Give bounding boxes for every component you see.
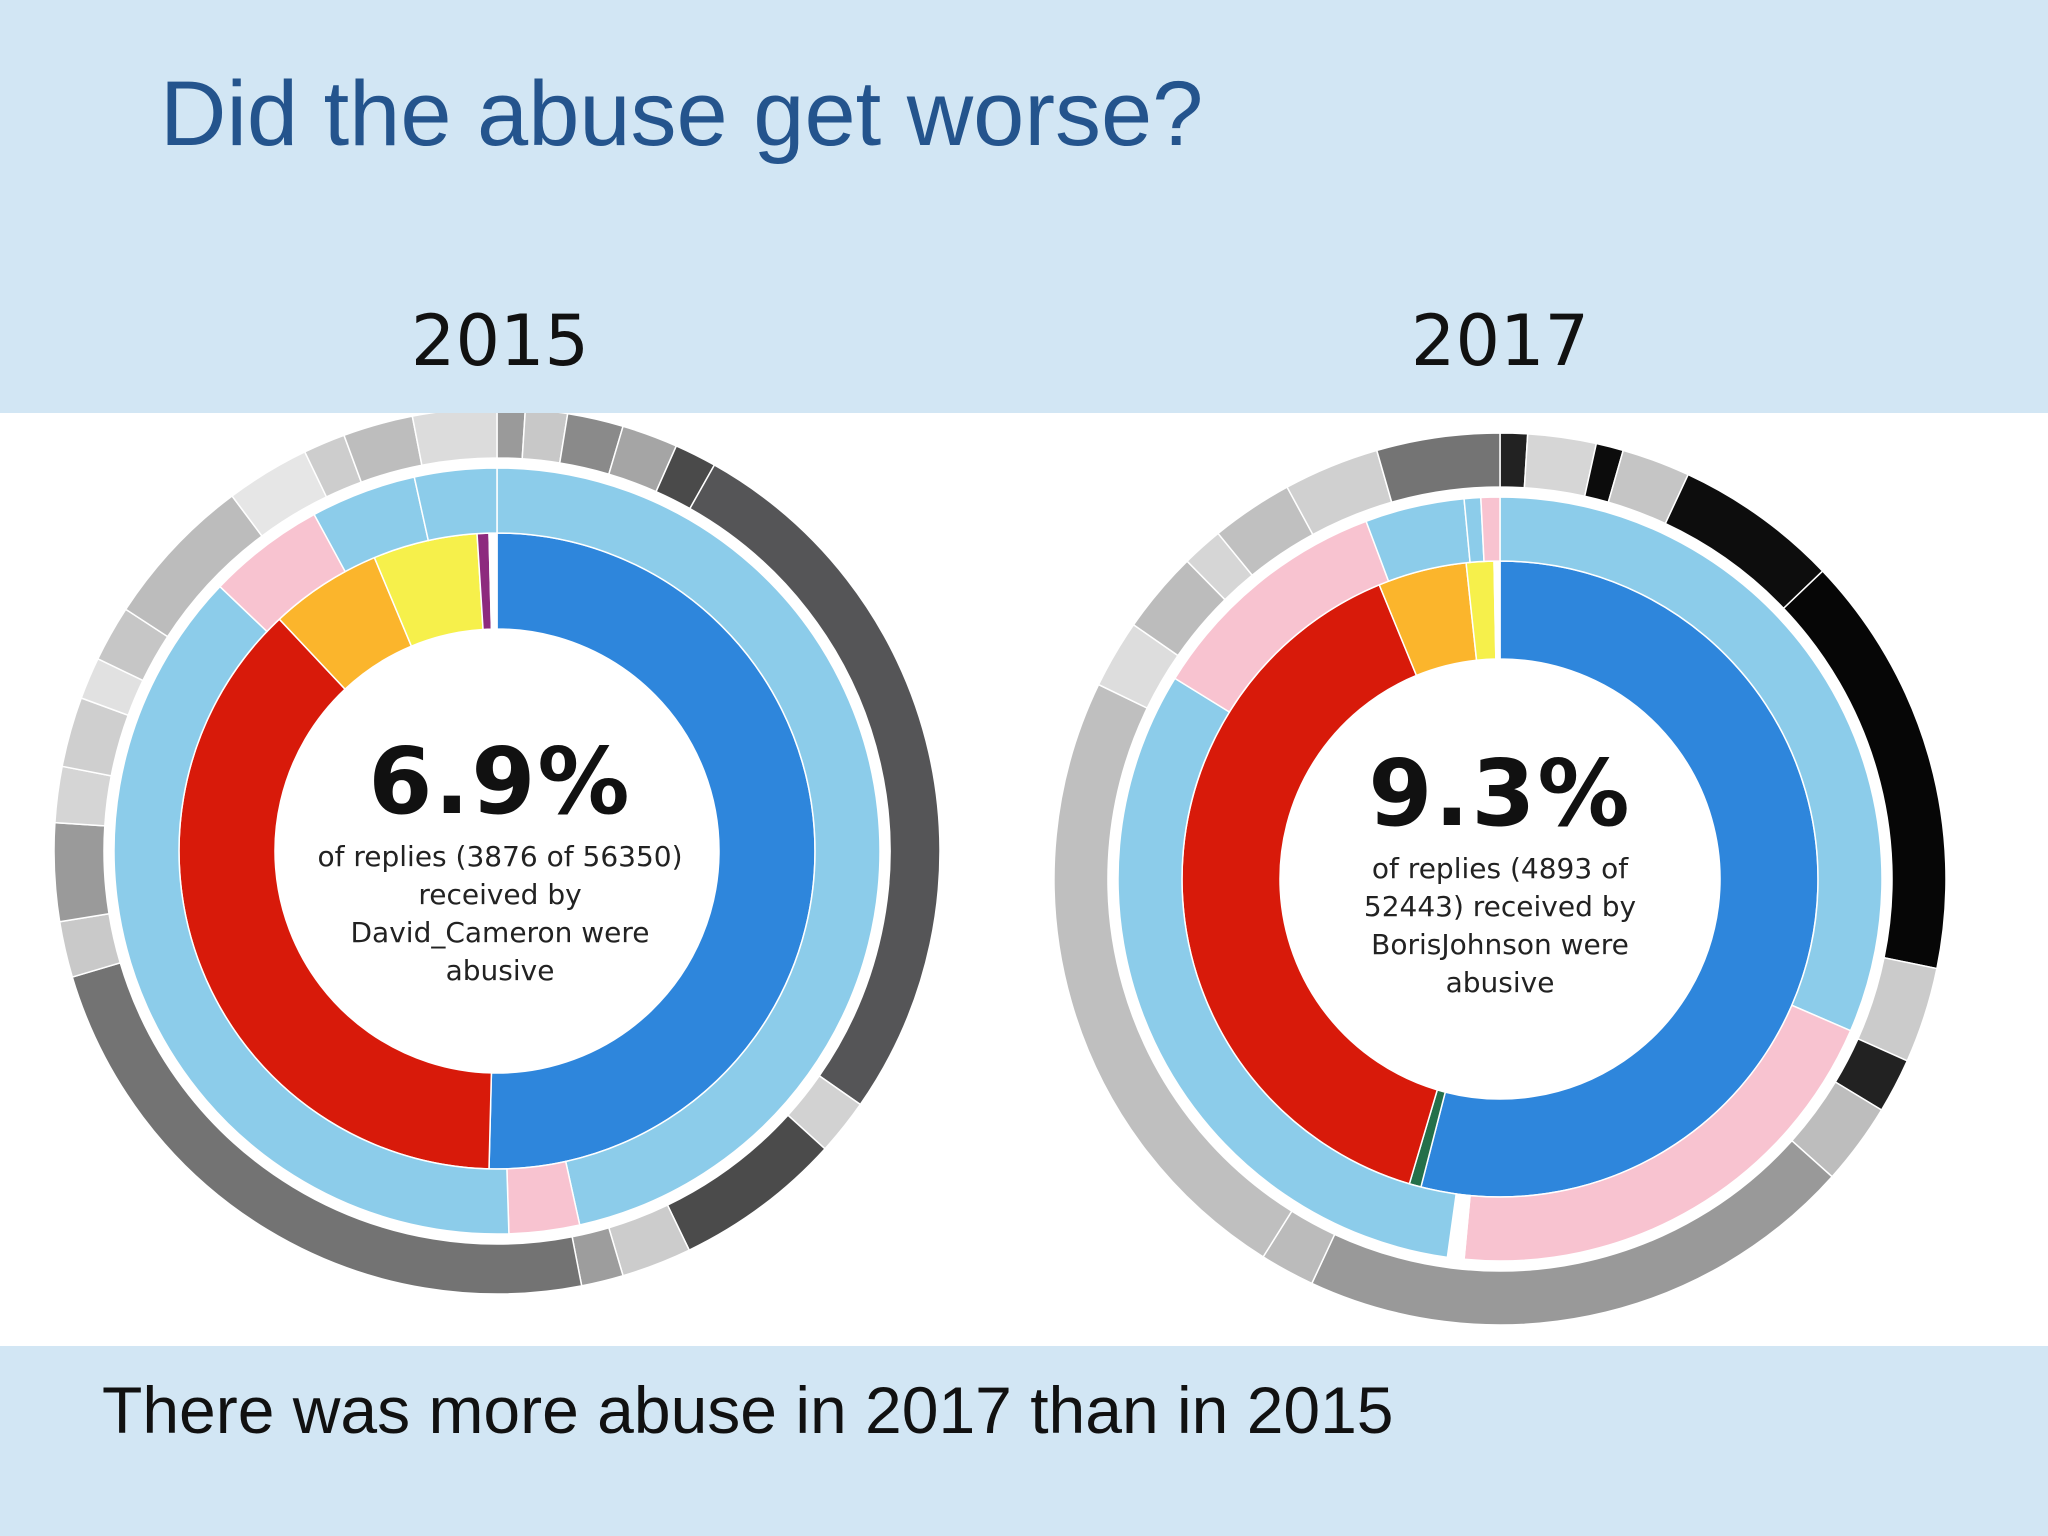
middle-ring-segment-2 <box>113 585 510 1235</box>
page-title: Did the abuse get worse? <box>160 63 1204 165</box>
outer-ring-segment-1 <box>1523 433 1598 498</box>
outer-ring-segment-21 <box>411 413 498 467</box>
center-label-2015: 6.9% of replies (3876 of 56350) received… <box>310 731 690 990</box>
chart-title-2017: 2017 <box>1410 300 1590 382</box>
sunburst-chart-2015 <box>53 413 941 1295</box>
middle-ring-segment-3 <box>1117 677 1458 1259</box>
outer-ring-segment-13 <box>54 765 113 827</box>
outer-ring-segment-0 <box>496 413 526 460</box>
abuse-description: of replies (3876 of 56350) received by D… <box>317 840 683 988</box>
middle-ring-segment-1 <box>506 1160 581 1235</box>
middle-ring-segment-0 <box>496 467 881 1226</box>
footer-conclusion: There was more abuse in 2017 than in 201… <box>102 1373 1394 1447</box>
inner-ring-segment-5 <box>1493 560 1501 660</box>
outer-ring-segment-0 <box>1499 432 1529 489</box>
chart-panel-2017: 9.3% of replies (4893 of 52443) received… <box>1000 413 2048 1346</box>
sunburst-chart-2017 <box>1053 432 1947 1326</box>
abuse-description: of replies (4893 of 52443) received by B… <box>1363 852 1637 1000</box>
middle-ring-segment-5 <box>413 467 498 542</box>
chart-panel-2015: 6.9% of replies (3876 of 56350) received… <box>0 413 1000 1346</box>
abuse-percent: 9.3% <box>1368 740 1632 847</box>
chart-title-2015: 2015 <box>410 300 590 382</box>
outer-ring-segment-12 <box>53 821 110 923</box>
center-label-2017: 9.3% of replies (4893 of 52443) received… <box>1320 743 1680 1002</box>
middle-ring-segment-0 <box>1499 496 1883 1032</box>
outer-ring-segment-17 <box>1375 432 1501 504</box>
abuse-percent: 6.9% <box>368 728 632 835</box>
middle-ring-segment-7 <box>1480 496 1501 563</box>
